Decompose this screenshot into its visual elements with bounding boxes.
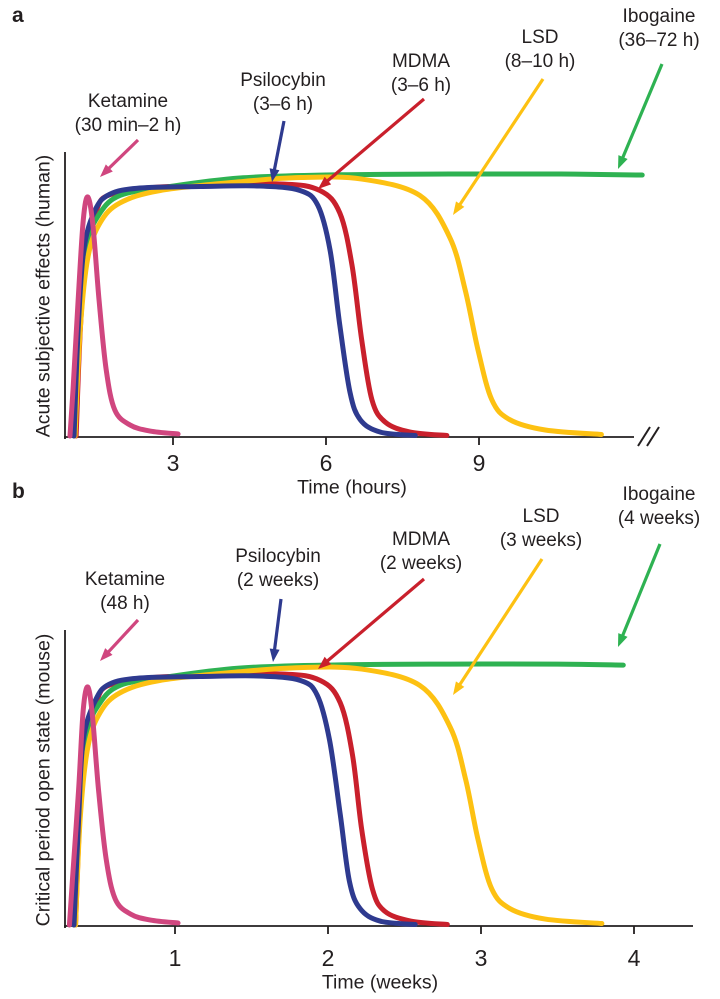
label-ibogaine-name-panel-a: Ibogaine — [623, 6, 696, 27]
arrow-ketamine-panel-a — [106, 138, 140, 172]
arrowhead-ketamine-panel-b — [100, 648, 113, 661]
panel-b-x-axis-label: Time (weeks) — [321, 971, 439, 994]
curve-psilocybin-panel-a — [71, 183, 418, 439]
arrow-mdma-panel-a — [324, 97, 426, 184]
label-ketamine-name-panel-b: Ketamine — [85, 569, 165, 590]
arrow-ketamine-panel-b — [105, 618, 140, 655]
label-mdma-duration-panel-a: (3–6 h) — [391, 75, 451, 96]
arrow-ibogaine-panel-b — [620, 543, 662, 639]
arrowhead-mdma-panel-b — [318, 656, 332, 669]
panel-a-letter: a — [12, 4, 24, 27]
label-lsd-duration-panel-b: (3 weeks) — [500, 530, 582, 551]
label-ibogaine-duration-panel-b: (4 weeks) — [618, 508, 700, 529]
arrowhead-psilocybin-panel-a — [269, 168, 280, 182]
axis-break-slash-2 — [646, 426, 660, 447]
panel-b-letter: b — [12, 480, 25, 503]
curve-psilocybin-panel-b — [71, 673, 418, 928]
arrow-mdma-panel-b — [324, 577, 426, 664]
panel-a-x-tick-label-3: 3 — [167, 450, 180, 476]
label-mdma-name-panel-b: MDMA — [392, 529, 450, 550]
arrowhead-lsd-panel-b — [453, 681, 465, 695]
label-lsd-name-panel-a: LSD — [522, 27, 559, 48]
label-ibogaine-name-panel-b: Ibogaine — [623, 484, 696, 505]
arrowhead-lsd-panel-a — [453, 201, 465, 215]
arrow-lsd-panel-a — [457, 78, 545, 208]
arrowhead-mdma-panel-a — [318, 176, 332, 189]
label-mdma-duration-panel-b: (2 weeks) — [380, 553, 462, 574]
curve-ketamine-panel-a — [67, 194, 181, 439]
curve-lsd-panel-b — [73, 664, 605, 928]
panel-b-x-tick-label-4: 4 — [628, 945, 641, 971]
arrow-ibogaine-panel-a — [620, 63, 664, 161]
arrowhead-ibogaine-panel-b — [618, 633, 628, 647]
panel-a-x-tick-label-6: 6 — [320, 450, 333, 476]
panel-b-x-tick-label-2: 2 — [322, 945, 335, 971]
label-ketamine-duration-panel-a: (30 min–2 h) — [75, 115, 182, 136]
panel-a-x-axis-label: Time (hours) — [297, 476, 407, 499]
panel-b-x-tick-label-3: 3 — [475, 945, 488, 971]
arrowhead-psilocybin-panel-b — [269, 648, 280, 662]
label-ibogaine-duration-panel-a: (36–72 h) — [618, 30, 699, 51]
panel-b-x-tick-label-1: 1 — [169, 945, 182, 971]
arrowhead-ibogaine-panel-a — [618, 155, 628, 169]
arrow-psilocybin-panel-b — [272, 598, 283, 653]
label-lsd-name-panel-b: LSD — [523, 506, 560, 527]
label-lsd-duration-panel-a: (8–10 h) — [505, 51, 576, 72]
curve-ketamine-panel-b — [66, 684, 181, 928]
curve-mdma-panel-b — [73, 671, 450, 928]
arrow-psilocybin-panel-a — [272, 120, 286, 173]
arrow-lsd-panel-b — [457, 558, 544, 688]
label-ketamine-name-panel-a: Ketamine — [88, 91, 168, 112]
curve-mdma-panel-a — [73, 181, 450, 439]
label-ketamine-duration-panel-b: (48 h) — [100, 593, 150, 614]
label-mdma-name-panel-a: MDMA — [392, 51, 450, 72]
arrowhead-ketamine-panel-a — [100, 164, 113, 177]
curve-lsd-panel-a — [72, 174, 604, 439]
panel-a-x-tick-label-9: 9 — [473, 450, 486, 476]
label-psilocybin-name-panel-b: Psilocybin — [235, 546, 321, 567]
label-psilocybin-name-panel-a: Psilocybin — [240, 70, 326, 91]
label-psilocybin-duration-panel-b: (2 weeks) — [237, 570, 319, 591]
label-psilocybin-duration-panel-a: (3–6 h) — [253, 94, 313, 115]
axis-break-slash-1 — [637, 426, 651, 447]
